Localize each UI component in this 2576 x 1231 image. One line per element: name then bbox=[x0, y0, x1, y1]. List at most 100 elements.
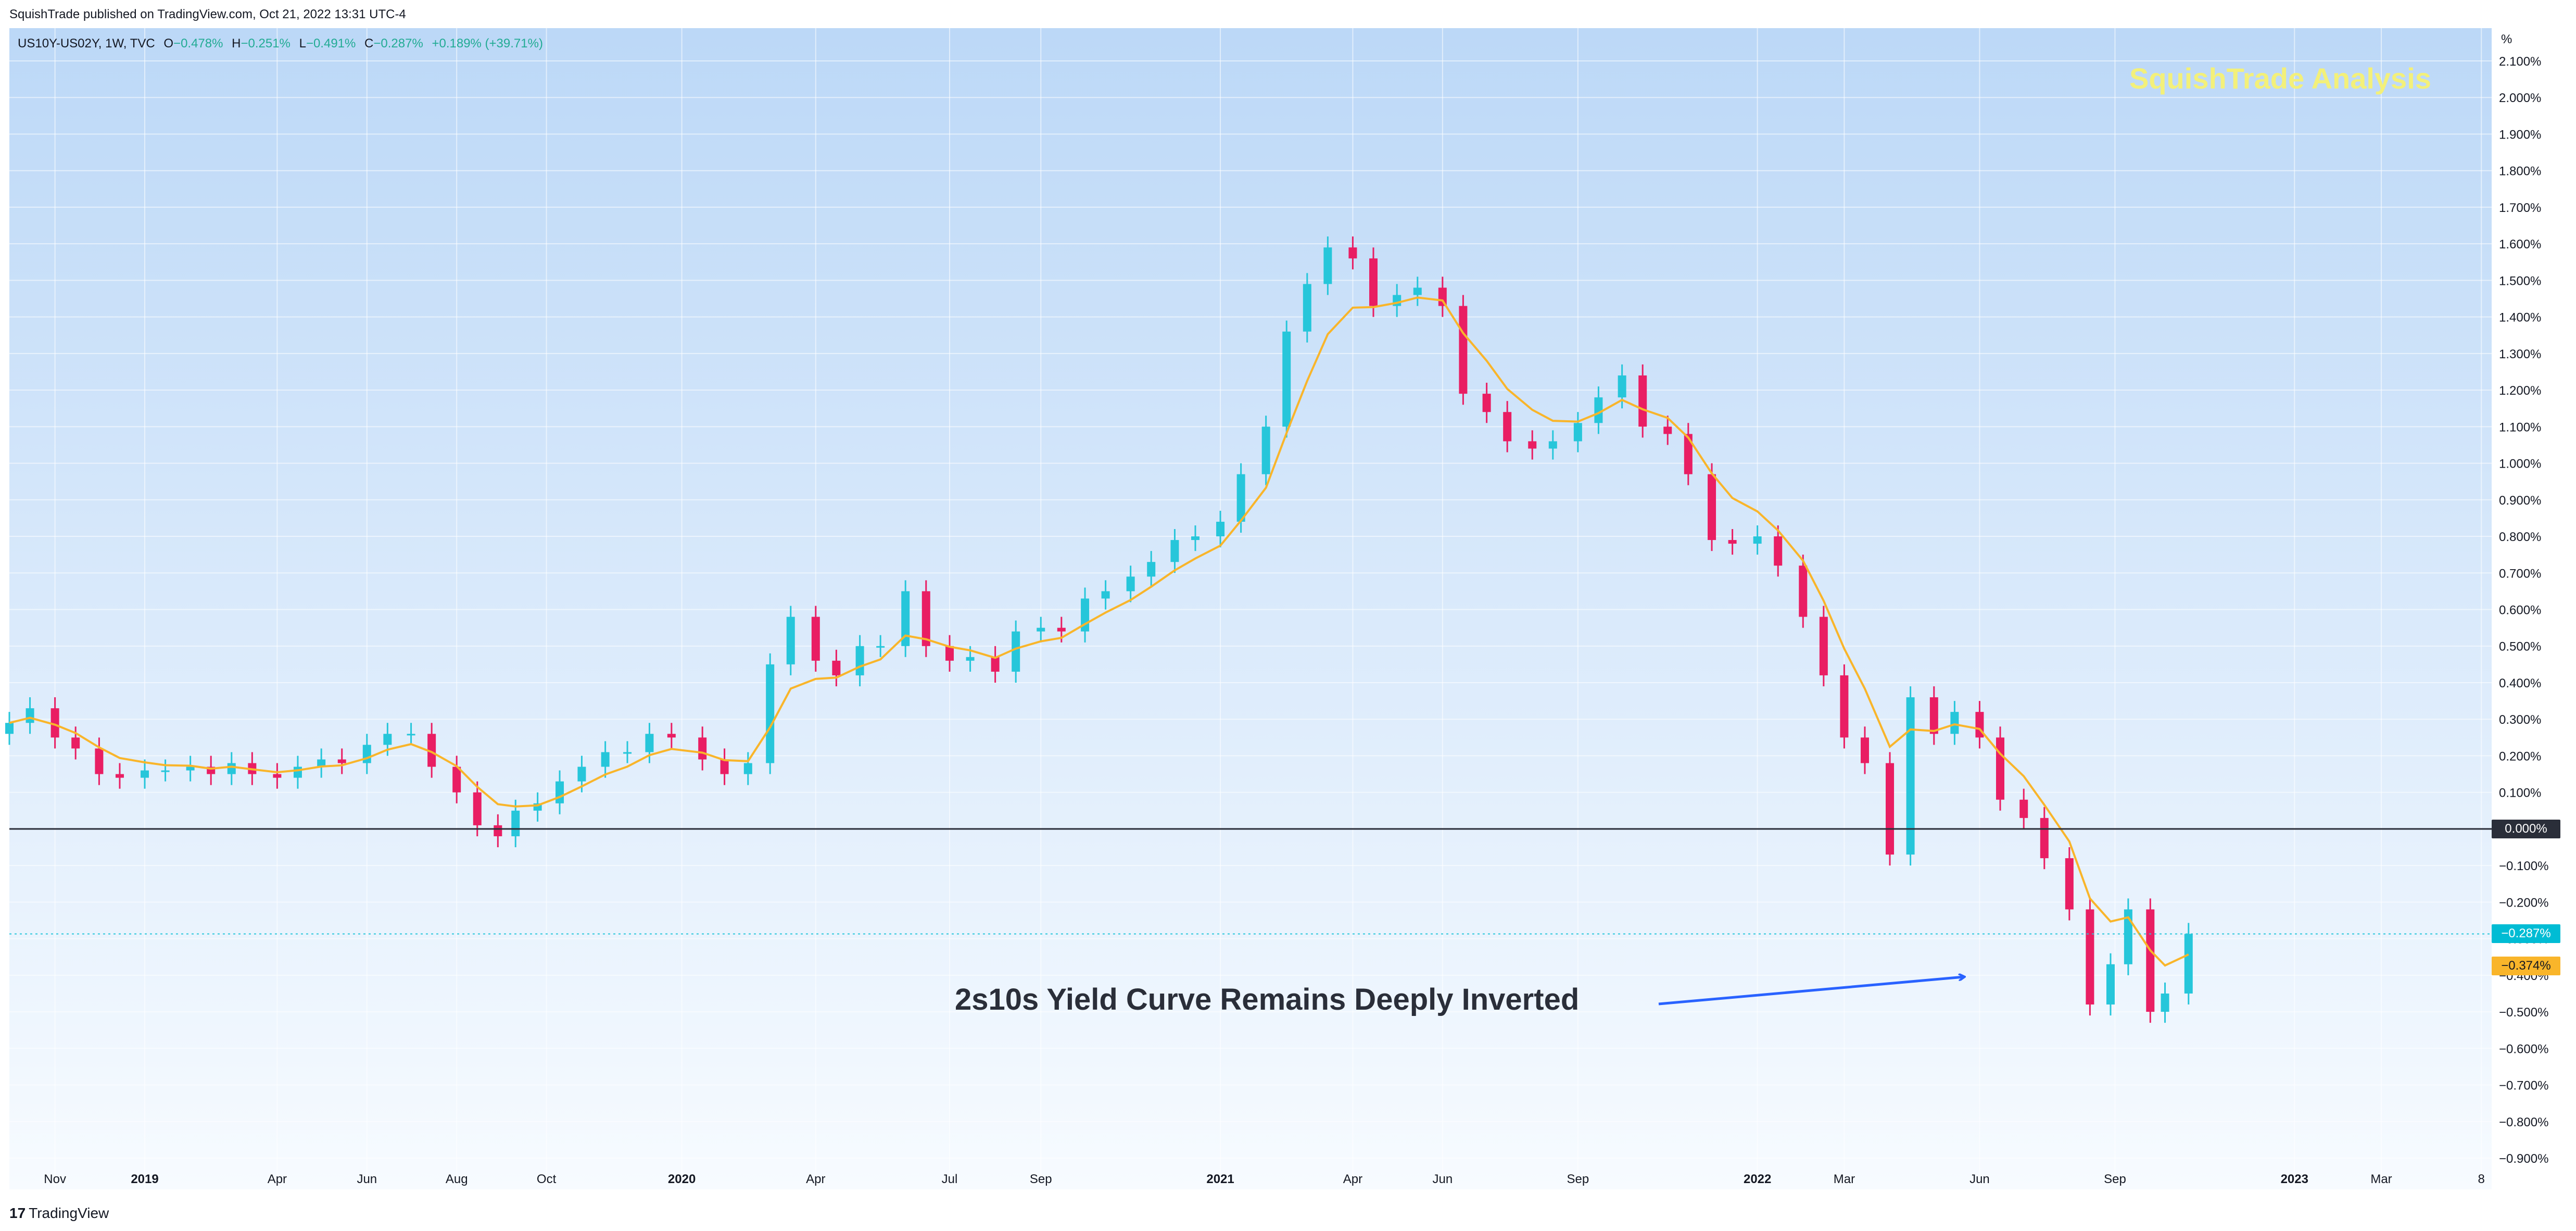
candle-body bbox=[1348, 247, 1357, 259]
legend-change-value: +0.189% (+39.71%) bbox=[432, 36, 543, 51]
candle-body bbox=[2124, 909, 2132, 964]
legend-high-value: −0.251% bbox=[241, 36, 291, 51]
candle-body bbox=[1482, 394, 1491, 412]
candle-body bbox=[876, 646, 885, 648]
y-tick-label: 1.900% bbox=[2499, 128, 2541, 142]
candle-body bbox=[1638, 375, 1647, 427]
candle-body bbox=[1548, 441, 1557, 449]
tradingview-logo-icon: 17 bbox=[9, 1205, 26, 1221]
candle-body bbox=[1101, 591, 1110, 599]
candle-body bbox=[2184, 934, 2193, 994]
y-tick-label: 1.000% bbox=[2499, 457, 2541, 471]
candle-body bbox=[743, 763, 752, 774]
candle-body bbox=[1191, 536, 1200, 541]
y-tick-label: 1.700% bbox=[2499, 201, 2541, 215]
legend-open-value: −0.478% bbox=[173, 36, 223, 51]
y-tick-label: 1.200% bbox=[2499, 384, 2541, 398]
candle-body bbox=[921, 591, 930, 646]
candle-body bbox=[855, 646, 864, 675]
annotation-arrow[interactable] bbox=[1658, 977, 1964, 1006]
y-tick-label: −0.600% bbox=[2499, 1042, 2548, 1056]
y-axis: 2.100% 2.000% 1.900% 1.800% 1.700% 1.600% 1.50… bbox=[2499, 55, 2548, 1166]
candle-body bbox=[1261, 426, 1270, 474]
candle-body bbox=[555, 781, 564, 803]
zero-price-tag: 0.000% bbox=[2492, 819, 2560, 838]
candle-body bbox=[1663, 426, 1672, 434]
x-tick-label: Jun bbox=[1432, 1172, 1453, 1186]
candle-body bbox=[273, 774, 282, 778]
candle-body bbox=[786, 617, 795, 664]
candle-body bbox=[966, 657, 975, 661]
x-tick-label: Oct bbox=[537, 1172, 557, 1186]
candle-body bbox=[945, 646, 954, 661]
candle-body bbox=[832, 660, 841, 675]
y-tick-label: 0.500% bbox=[2499, 640, 2541, 654]
candle-body bbox=[141, 770, 149, 778]
x-tick-label: Apr bbox=[268, 1172, 287, 1186]
x-tick-label: Sep bbox=[2104, 1172, 2126, 1186]
candle-body bbox=[2146, 909, 2155, 1012]
candle-body bbox=[1950, 712, 1959, 734]
candle-body bbox=[623, 752, 632, 754]
y-tick-label: −0.700% bbox=[2499, 1079, 2548, 1093]
y-tick-label: 1.600% bbox=[2499, 237, 2541, 252]
candle-body bbox=[1282, 331, 1291, 427]
candle-body bbox=[26, 708, 34, 723]
x-tick-label: Jun bbox=[1969, 1172, 1990, 1186]
candle-body bbox=[1996, 737, 2005, 800]
x-tick-label: Mar bbox=[1834, 1172, 1855, 1186]
x-tick-label: Sep bbox=[1567, 1172, 1589, 1186]
current-price-tag: −0.287% bbox=[2492, 924, 2560, 944]
candle-body bbox=[473, 792, 482, 825]
candle-body bbox=[1799, 566, 1808, 617]
candle-body bbox=[337, 759, 346, 763]
candle-body bbox=[1216, 521, 1225, 537]
y-tick-label: 1.300% bbox=[2499, 347, 2541, 361]
x-tick-label: Nov bbox=[44, 1172, 66, 1186]
candle-body bbox=[577, 767, 586, 782]
candles bbox=[5, 236, 2193, 1023]
candle-body bbox=[5, 723, 14, 734]
x-tick-label: Aug bbox=[446, 1172, 468, 1186]
legend-open-label: O bbox=[163, 36, 174, 51]
candle-body bbox=[698, 737, 707, 760]
legend-close-label: C bbox=[364, 36, 374, 51]
x-tick-label: Sep bbox=[1030, 1172, 1052, 1186]
candle-body bbox=[407, 734, 415, 736]
x-tick-label: 8 bbox=[2478, 1172, 2485, 1186]
candle-body bbox=[1012, 631, 1020, 672]
y-tick-label: 0.600% bbox=[2499, 604, 2541, 618]
candle-body bbox=[494, 825, 502, 836]
candle-body bbox=[1840, 675, 1849, 738]
y-tick-label: 0.800% bbox=[2499, 530, 2541, 544]
tradingview-logo[interactable]: 17 TradingView bbox=[9, 1205, 109, 1222]
candle-body bbox=[383, 734, 392, 745]
candle-body bbox=[317, 759, 326, 767]
tradingview-logo-text: TradingView bbox=[29, 1205, 109, 1221]
candle-body bbox=[1037, 627, 1045, 632]
candle-body bbox=[901, 591, 910, 646]
x-tick-label: 2020 bbox=[668, 1172, 696, 1186]
candle-body bbox=[293, 767, 302, 778]
candle-body bbox=[1413, 287, 1422, 295]
x-tick-label: 2022 bbox=[1744, 1172, 1771, 1186]
y-tick-label: 0.900% bbox=[2499, 494, 2541, 508]
y-tick-label: −0.900% bbox=[2499, 1152, 2548, 1166]
candle-body bbox=[1906, 697, 1915, 855]
x-tick-label: 2021 bbox=[1206, 1172, 1234, 1186]
y-tick-label: 2.000% bbox=[2499, 91, 2541, 105]
candle-body bbox=[2161, 993, 2169, 1012]
candle-body bbox=[95, 748, 104, 774]
candle-body bbox=[1929, 697, 1938, 734]
y-tick-label: 0.700% bbox=[2499, 567, 2541, 581]
annotation-text[interactable]: 2s10s Yield Curve Remains Deeply Inverte… bbox=[955, 983, 1580, 1016]
candle-body bbox=[1369, 258, 1378, 306]
y-tick-label: −0.500% bbox=[2499, 1006, 2548, 1020]
grid-lines bbox=[9, 28, 2492, 1189]
axis-unit-label: % bbox=[2501, 32, 2512, 46]
moving-average-line bbox=[9, 296, 2189, 967]
y-tick-label: 0.100% bbox=[2499, 786, 2541, 800]
candle-body bbox=[115, 774, 124, 778]
